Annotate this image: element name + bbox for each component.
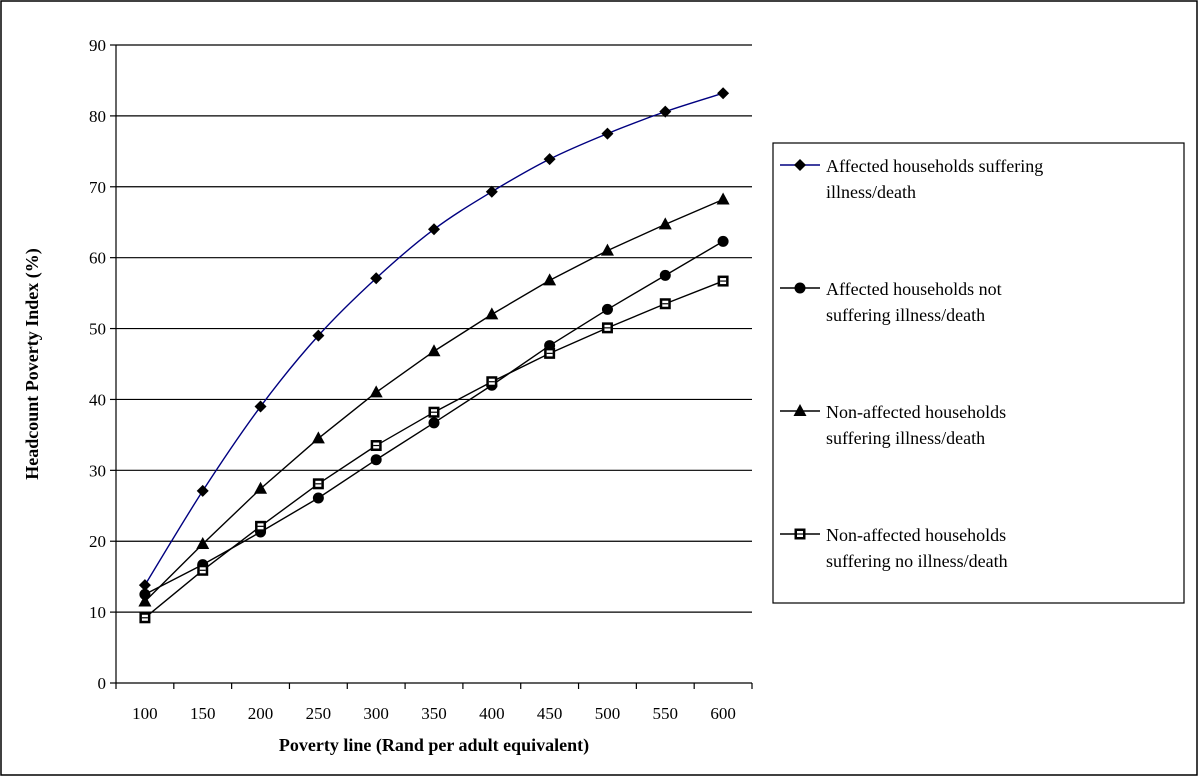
legend-label: Non-affected households: [826, 525, 1006, 545]
legend-label: suffering illness/death: [826, 305, 985, 325]
legend: Affected households suffering illness/dea…: [772, 142, 1185, 604]
series-1: [138, 87, 730, 592]
data-point-diamond: [370, 272, 383, 285]
data-point-triangle: [485, 307, 499, 320]
data-point-square: [370, 440, 382, 452]
data-point-triangle: [138, 594, 152, 607]
legend-label: Non-affected households: [826, 402, 1006, 422]
x-tick-label: 250: [306, 704, 332, 723]
data-point-circle: [312, 492, 324, 504]
data-point-square: [659, 298, 671, 310]
x-tick-label: 550: [653, 704, 679, 723]
data-point-diamond: [543, 153, 556, 166]
data-point-square: [544, 347, 556, 359]
data-point-diamond: [254, 400, 267, 413]
data-point-square: [717, 275, 729, 287]
data-point-diamond: [485, 185, 498, 198]
data-point-square: [197, 564, 209, 576]
legend-label: Affected households not: [826, 279, 1002, 299]
x-tick-label: 450: [537, 704, 563, 723]
y-tick-label: 90: [89, 36, 106, 55]
data-point-circle: [428, 417, 440, 429]
x-axis-title: Poverty line (Rand per adult equivalent): [279, 735, 589, 756]
series-4: [139, 275, 729, 624]
x-tick-label: 400: [479, 704, 505, 723]
data-point-diamond: [659, 105, 672, 118]
data-point-circle: [659, 269, 671, 281]
data-point-circle: [139, 588, 151, 600]
data-point-triangle: [658, 217, 672, 230]
legend-marker-triangle: [793, 404, 807, 416]
legend-box: [772, 142, 1185, 604]
legend-entry-4: Non-affected households suffering no illn…: [780, 525, 1008, 571]
data-point-diamond: [196, 484, 209, 497]
data-point-square: [601, 322, 613, 334]
data-point-triangle: [543, 273, 557, 286]
gridlines: [116, 44, 752, 613]
data-point-diamond: [717, 87, 730, 100]
y-tick-label: 30: [89, 461, 106, 480]
y-tick-label: 10: [89, 603, 106, 622]
legend-label: illness/death: [826, 182, 916, 202]
data-point-triangle: [369, 385, 383, 398]
y-tick-label: 40: [89, 390, 106, 409]
legend-marker-square: [794, 528, 806, 540]
legend-label: Affected households suffering: [826, 156, 1043, 176]
legend-marker-circle: [794, 282, 806, 294]
x-tick-label: 350: [421, 704, 447, 723]
legend-marker-diamond: [794, 159, 806, 171]
x-tick-label: 500: [595, 704, 621, 723]
data-point-triangle: [716, 192, 730, 205]
data-point-triangle: [196, 537, 210, 550]
y-tick-label: 60: [89, 249, 106, 268]
plot-area: [138, 87, 730, 624]
legend-label: suffering illness/death: [826, 428, 985, 448]
data-point-square: [486, 376, 498, 388]
series-3: [138, 192, 730, 607]
data-point-triangle: [427, 344, 441, 357]
x-tick-label: 200: [248, 704, 274, 723]
legend-label: suffering no illness/death: [826, 551, 1008, 571]
x-tick-label: 300: [363, 704, 389, 723]
data-point-diamond: [428, 223, 440, 236]
data-point-diamond: [601, 127, 614, 140]
data-point-square: [255, 520, 267, 532]
data-point-triangle: [254, 481, 268, 494]
legend-entry-3: Non-affected households suffering illness…: [780, 402, 1006, 448]
axes: 0 10 20 30 40 50 60 70 80 90 100 150 200 250 300 350 400…: [89, 36, 753, 723]
data-point-circle: [717, 235, 729, 247]
data-point-circle: [601, 303, 613, 315]
y-tick-label: 50: [89, 320, 106, 339]
y-tick-label: 20: [89, 532, 106, 551]
data-point-diamond: [312, 329, 325, 342]
x-tick-label: 100: [132, 704, 158, 723]
x-tick-label: 600: [710, 704, 736, 723]
y-tick-label: 80: [89, 107, 106, 126]
y-tick-label: 70: [89, 178, 106, 197]
data-point-square: [139, 612, 151, 624]
data-point-square: [312, 478, 324, 490]
data-point-circle: [370, 454, 382, 466]
x-tick-label: 150: [190, 704, 216, 723]
data-point-triangle: [600, 243, 614, 256]
legend-entry-2: Affected households not suffering illness…: [780, 279, 1002, 325]
y-axis-title: Headcount Poverty Index (%): [22, 248, 43, 479]
legend-entry-1: Affected households suffering illness/dea…: [780, 156, 1043, 202]
data-point-triangle: [311, 431, 325, 444]
data-point-square: [428, 406, 440, 418]
data-point-diamond: [138, 579, 151, 592]
y-tick-label: 0: [98, 674, 107, 693]
